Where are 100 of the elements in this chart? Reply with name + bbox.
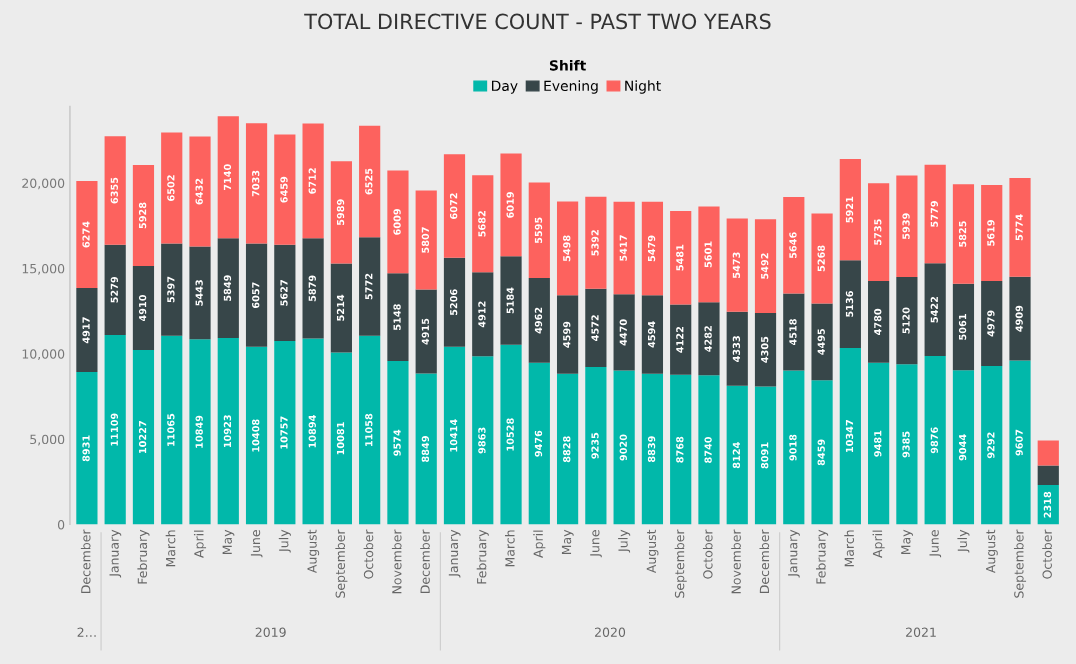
bar [952,283,975,371]
bar [613,370,635,525]
bar [811,380,833,525]
data-label: 8091 [760,442,769,469]
text: 2021 [906,627,936,637]
bar [896,276,918,365]
bar [132,164,155,267]
data-label: 7140 [223,164,232,191]
data-label: 4599 [563,321,571,348]
data-label: 6712 [308,168,316,194]
data-label: 4979 [987,310,995,337]
data-label: 5120 [902,307,910,334]
data-label: 8124 [732,442,741,469]
data-label: 5939 [902,213,910,239]
bar [217,238,239,339]
legend-label: Night [625,80,661,94]
bar [76,372,98,525]
data-label: 6019 [506,192,514,218]
bar [585,366,607,525]
bar [924,355,946,525]
data-label: 5682 [478,211,486,237]
data-label: 5849 [223,275,232,301]
data-label: 10528 [506,418,514,451]
data-label: 5595 [534,217,543,244]
bar [387,273,409,362]
bar [698,302,720,376]
data-label: 11065 [167,413,175,446]
bar [556,373,579,525]
bar [104,334,126,525]
bar [981,280,1003,366]
data-label: 9481 [874,430,882,457]
data-label: 10414 [449,419,458,452]
bar [613,294,635,371]
data-label: 4910 [138,294,147,322]
x-tick-label: May [222,529,235,555]
bar [500,153,522,257]
x-tick-label: April [533,530,546,558]
bar [981,365,1003,525]
data-label: 5417 [619,235,627,261]
bar [754,386,777,525]
bar [1009,178,1031,277]
bar [924,263,946,356]
data-label: 5601 [704,241,712,268]
bar [274,244,296,341]
bar [641,373,664,525]
x-tick-label: November [391,529,402,594]
bar [726,385,748,525]
text: 2… [77,627,96,637]
bar [472,175,494,273]
bar [443,154,466,258]
data-label: 6072 [449,193,458,219]
data-label: 5479 [647,235,656,262]
bar [670,374,692,525]
data-label: 5397 [167,276,175,303]
data-label: 5184 [506,287,514,314]
x-tick-label: November [731,529,741,594]
bar [472,272,494,357]
data-label: 4917 [82,317,90,344]
chart-title: TOTAL DIRECTIVE COUNT - PAST TWO YEARS [304,13,771,30]
x-tick-label: October [363,529,374,579]
bar [528,182,550,279]
bar [274,340,296,525]
data-label: 5473 [732,252,741,278]
bar [726,311,748,386]
data-label: 5214 [336,294,345,321]
data-label: 5422 [930,296,938,323]
bar [132,349,155,525]
bar [981,184,1003,281]
bar [783,370,805,525]
y-tick-label: 15,000 [22,263,65,275]
bar [245,346,268,525]
data-label: 10757 [280,416,288,449]
bar [754,219,777,313]
x-tick-label: March [844,530,854,567]
bar [952,184,975,284]
data-label: 9574 [393,429,401,456]
x-tick-label: February [476,529,489,584]
bar [868,281,890,363]
data-label: 4912 [478,301,486,328]
data-label: 5921 [845,196,854,223]
bar [754,312,777,387]
bar [330,352,352,525]
data-label: 4333 [732,336,741,362]
bar [1037,465,1059,485]
bar [415,190,437,290]
data-label: 4909 [1015,305,1023,332]
data-label: 8459 [817,439,825,466]
bar [500,344,522,525]
bar [189,136,211,247]
legend-label: Day [492,80,518,94]
bar [613,201,635,295]
bar [641,201,664,296]
data-label: 11058 [365,413,373,446]
data-label: 9020 [619,434,627,461]
bar [104,136,126,245]
x-tick-label: August [307,529,320,574]
data-label: 8768 [676,436,684,463]
bar [387,170,409,274]
bar [896,364,918,525]
data-label: 2318 [1043,491,1052,518]
